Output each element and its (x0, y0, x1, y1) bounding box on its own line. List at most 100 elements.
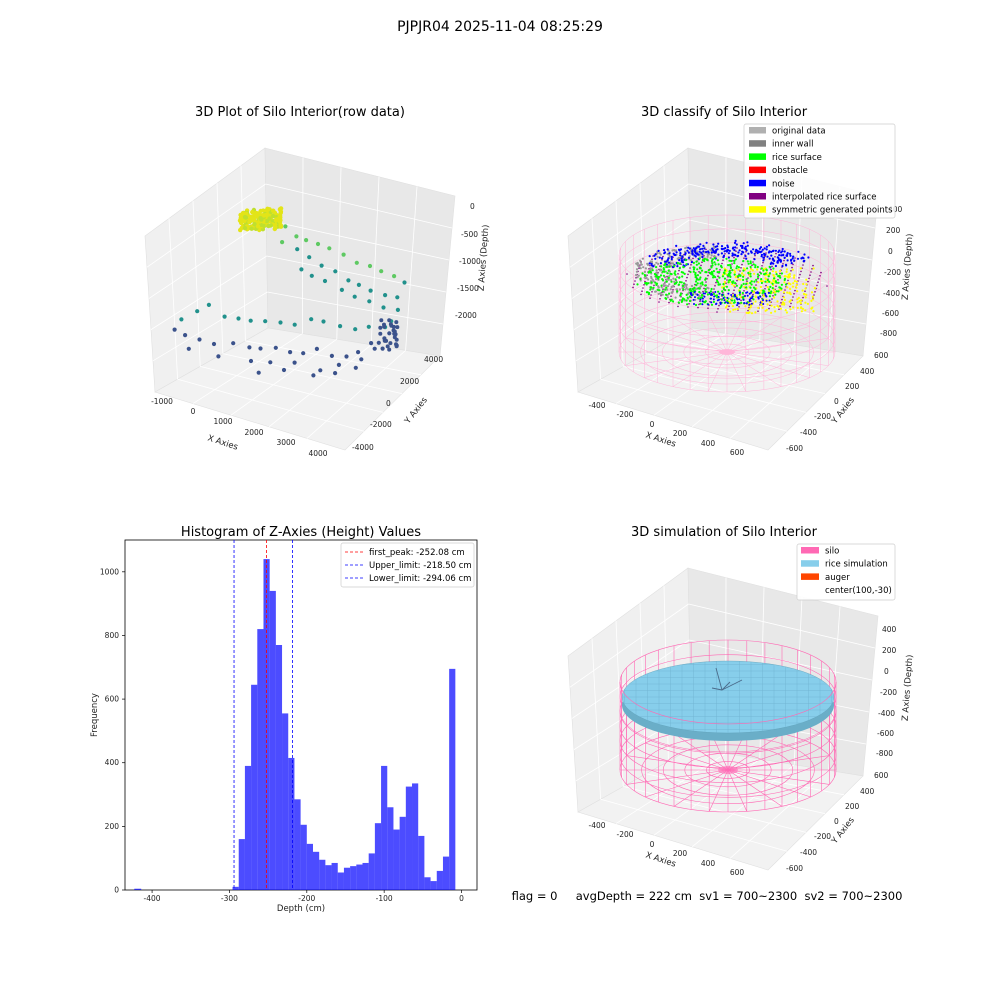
classify-rice-point (669, 272, 672, 275)
classify-noise-point (738, 298, 741, 301)
classify-rice-point (703, 257, 706, 261)
classify-rice-point (680, 281, 683, 284)
classify-rice-point (698, 257, 701, 260)
classify-noise-point (737, 254, 740, 257)
classify-symmetric-point (786, 291, 789, 294)
classify-ztick-4: -400 (883, 289, 900, 298)
classify-rice-point (767, 275, 770, 278)
classify-rice-point (742, 259, 745, 263)
histogram-bar (325, 865, 332, 890)
classify-rice-point (680, 300, 683, 303)
classify-noise-point (705, 241, 708, 244)
classify-rice-point (753, 280, 756, 283)
classify-symmetric-point (745, 311, 748, 314)
classify-noise-point (672, 252, 675, 255)
raw-point (367, 299, 372, 304)
classify-interp-point (781, 298, 783, 301)
classify-interp-point (775, 285, 777, 288)
classify-noise-point (716, 248, 719, 251)
raw-point (395, 307, 400, 312)
classify-noise-point (712, 298, 715, 301)
classify-rice-point (645, 283, 648, 286)
gridline (569, 183, 689, 268)
classify-rice-point (733, 262, 736, 265)
classify-original-point (671, 290, 674, 293)
classify-rice-point (639, 277, 642, 281)
classify-noise-point (752, 248, 755, 251)
classify-symmetric-point (792, 306, 795, 309)
classify-original-point (651, 267, 654, 270)
classify-noise-point (676, 265, 679, 268)
classify-noise-point (696, 253, 699, 256)
classify-rice-point (727, 289, 730, 292)
classify-noise-point (722, 297, 725, 300)
gridline (688, 603, 876, 649)
classify-rice-point (729, 266, 733, 270)
raw-zlabel: Z Axies (Depth) (477, 224, 492, 291)
classify-noise-point (759, 246, 763, 249)
classify-rice-point (650, 281, 653, 284)
classify-interp-point (700, 264, 702, 267)
classify-rice-point (725, 285, 729, 288)
classify-silo-spoke (726, 351, 829, 366)
classify-noise-point (717, 253, 720, 256)
classify-rice-point (706, 258, 709, 262)
classify-rice-point (775, 273, 778, 276)
histogram-bar (263, 559, 270, 890)
classify-noise-point (718, 292, 721, 295)
classify-ztick-6: -800 (880, 329, 897, 338)
classify-noise-point (789, 252, 792, 255)
classify-interp-point (650, 294, 652, 296)
raw-point (333, 371, 338, 376)
classify-noise-point (699, 298, 702, 301)
classify-interp-point (790, 270, 792, 272)
classify-symmetric-point (772, 280, 775, 283)
classify-silo-spoke (672, 317, 728, 353)
sim-zlabel: Z Axies (Depth) (901, 654, 916, 721)
classify-legend-label: symmetric generated points (772, 206, 893, 216)
classify-interp-point (692, 257, 694, 260)
classify-rice-point (769, 292, 772, 295)
gridline (623, 366, 807, 413)
gridline (266, 255, 447, 293)
classify-noise-point (750, 291, 753, 294)
classify-noise-point (807, 256, 810, 259)
raw-point (311, 373, 316, 378)
raw-point (327, 246, 332, 251)
classify-noise-point (769, 262, 772, 265)
raw-point (172, 327, 177, 332)
classify-noise-point (746, 294, 749, 297)
classify-symmetric-point (792, 282, 795, 285)
classify-legend-label: interpolated rice surface (772, 193, 877, 203)
raw-gridlines (146, 157, 453, 439)
classify-rice-point (704, 278, 707, 281)
raw-point (238, 216, 244, 221)
classify-symmetric-point (796, 301, 799, 304)
classify-original-point (639, 259, 642, 262)
gridline (645, 773, 826, 814)
classify-noise-point (738, 291, 741, 294)
classify-interp-point (768, 307, 770, 310)
classify-interp-point (655, 278, 657, 280)
classify-noise-point (666, 259, 669, 262)
classify-interp-point (792, 263, 794, 266)
classify-rice-point (769, 285, 772, 288)
classify-noise-point (768, 244, 771, 247)
raw-point (387, 347, 392, 352)
classify-interp-point (668, 301, 670, 304)
classify-noise-point (722, 247, 726, 250)
classify-interp-point (811, 268, 813, 270)
classify-rice-point (726, 274, 729, 277)
classify-noise-point (687, 256, 691, 259)
histogram-bar (306, 843, 313, 890)
classify-symmetric-point (779, 269, 782, 272)
classify-noise-point (712, 251, 716, 254)
classify-noise-point (695, 246, 698, 249)
classify-silo-spoke (726, 326, 810, 353)
classify-symmetric-point (757, 281, 760, 284)
classify-rice-point (709, 290, 713, 293)
raw-point (278, 209, 284, 214)
classify-noise-point (765, 245, 769, 248)
raw-point (262, 223, 267, 229)
classify-interp-point (769, 304, 771, 307)
